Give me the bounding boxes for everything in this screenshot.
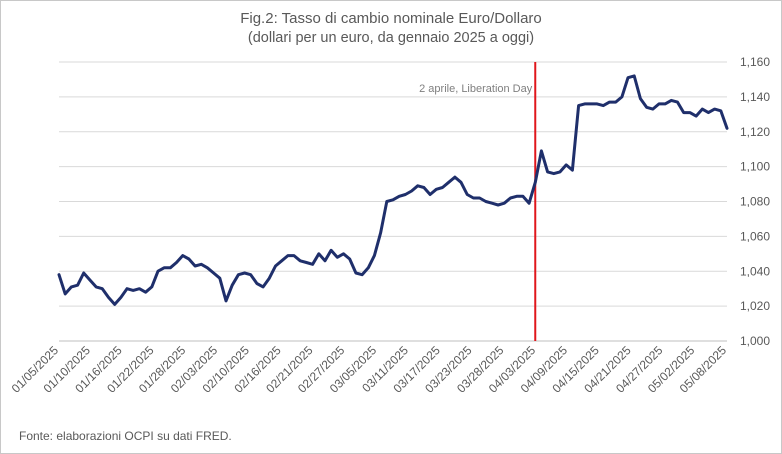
annotation-layer: 2 aprile, Liberation Day [419, 62, 537, 341]
y-tick-label: 1,060 [740, 229, 770, 243]
y-tick-label: 1,020 [740, 299, 770, 313]
chart-title: Fig.2: Tasso di cambio nominale Euro/Dol… [240, 10, 542, 27]
x-axis-ticks: 01/05/202501/10/202501/16/202501/22/2025… [9, 343, 730, 396]
source-note: Fonte: elaborazioni OCPI su dati FRED. [19, 429, 232, 443]
y-tick-label: 1,160 [740, 55, 770, 69]
y-tick-label: 1,080 [740, 195, 770, 209]
y-tick-label: 1,100 [740, 160, 770, 174]
y-axis-ticks: 1,000 1,020 1,040 1,060 1,080 1,100 1,120 1,140… [740, 55, 770, 348]
annotation-label: 2 aprile, Liberation Day [419, 83, 533, 95]
y-tick-label: 1,000 [740, 334, 770, 348]
series-layer [57, 74, 729, 306]
y-tick-label: 1,120 [740, 125, 770, 139]
series-line [57, 74, 729, 306]
chart-subtitle: (dollari per un euro, da gennaio 2025 a … [247, 30, 535, 46]
y-tick-label: 1,140 [740, 90, 770, 104]
y-tick-label: 1,040 [740, 264, 770, 278]
gridlines [59, 61, 727, 342]
